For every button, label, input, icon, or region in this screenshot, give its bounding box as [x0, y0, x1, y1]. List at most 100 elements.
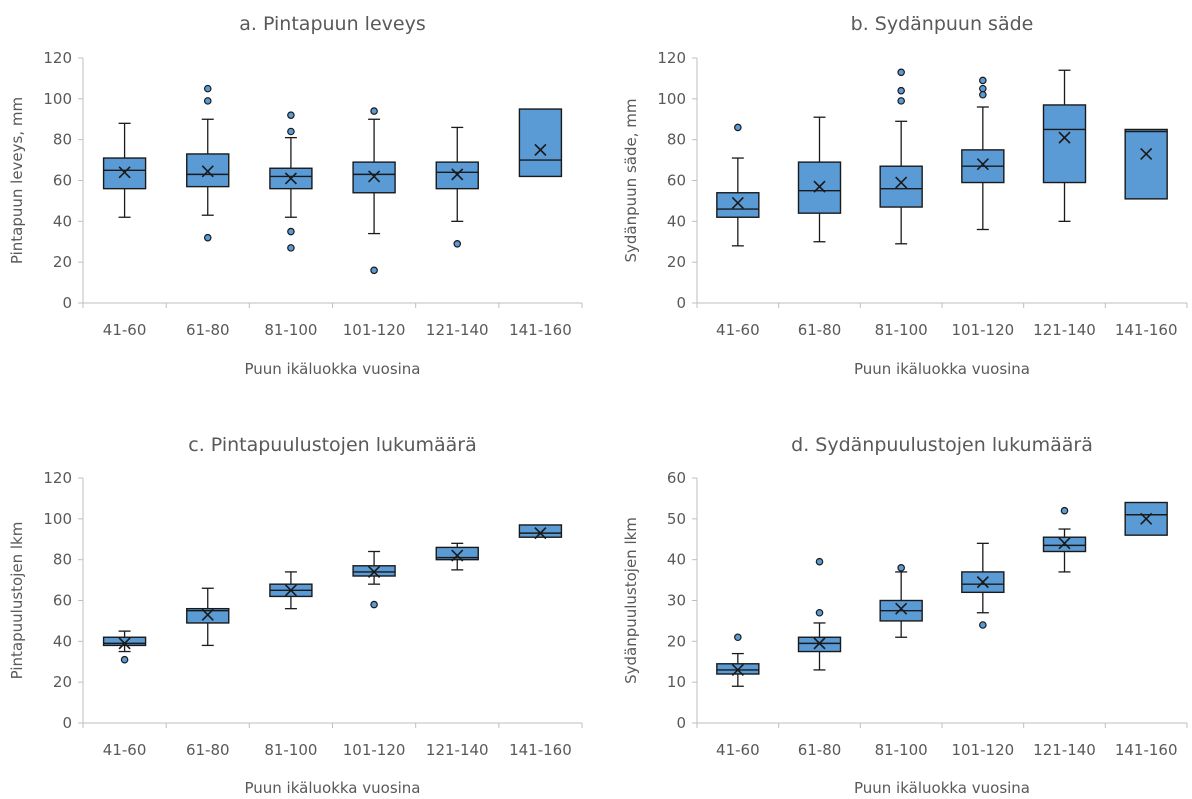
outlier-point: [979, 90, 987, 99]
box-101-120: [961, 76, 1005, 231]
x-tick-label: 41-60: [716, 741, 760, 759]
y-tick-label: 30: [667, 592, 686, 610]
x-axis-title: Puun ikäluokka vuosina: [854, 360, 1030, 378]
mean-marker: [976, 576, 989, 589]
box-61-80: [797, 557, 842, 671]
mean-marker: [451, 549, 464, 562]
outlier-point: [203, 233, 212, 242]
y-tick-label: 100: [657, 90, 686, 108]
outlier-point: [370, 107, 378, 115]
mean-marker: [813, 180, 826, 193]
x-tick-label: 61-80: [186, 321, 230, 339]
y-tick-label: 40: [53, 632, 72, 650]
mean-marker: [731, 663, 744, 676]
box-121-140: [1042, 69, 1087, 222]
x-tick-label: 121-140: [1033, 741, 1096, 759]
y-tick-label: 40: [667, 212, 686, 230]
y-tick-label: 10: [667, 673, 686, 691]
outlier-point: [287, 127, 295, 136]
box-81-100: [269, 571, 313, 610]
box-81-100: [879, 564, 923, 638]
box-121-140: [435, 126, 479, 248]
chart-panel-2: b. Sydänpuun säde 0 20 40 60 80 100 120 41-60 61-…: [622, 13, 1188, 378]
x-tick-label: 121-140: [426, 321, 489, 339]
y-tick-label: 20: [667, 253, 686, 271]
outlier-point: [287, 227, 295, 236]
box-101-120: [352, 550, 396, 609]
box-81-100: [269, 111, 313, 252]
x-tick-label: 61-80: [798, 741, 842, 759]
x-axis-title: Puun ikäluokka vuosina: [854, 779, 1030, 797]
box-41-60: [716, 123, 760, 247]
box-141-160: [518, 524, 563, 540]
x-tick-label: 41-60: [103, 321, 147, 339]
x-tick-label: 41-60: [716, 321, 760, 339]
box-iqr: [518, 524, 563, 538]
mean-marker: [201, 608, 214, 621]
box-41-60: [102, 630, 147, 664]
outlier-point: [815, 557, 824, 566]
y-tick-label: 0: [62, 714, 72, 732]
y-tick-label: 60: [53, 592, 72, 610]
outlier-point: [287, 111, 295, 119]
mean-marker: [534, 143, 547, 156]
box-141-160: [1124, 128, 1168, 200]
outlier-point: [370, 600, 378, 609]
box-101-120: [352, 107, 396, 275]
outlier-point: [734, 633, 742, 642]
box-iqr: [102, 636, 147, 647]
x-tick-label: 101-120: [951, 741, 1014, 759]
outlier-point: [203, 84, 212, 93]
x-tick-label: 81-100: [875, 741, 928, 759]
mean-marker: [731, 196, 744, 210]
x-tick-label: 141-160: [1115, 741, 1178, 759]
x-tick-label: 41-60: [103, 741, 147, 759]
box-iqr: [518, 108, 563, 178]
mean-marker: [1058, 131, 1071, 144]
chart-title: d. Sydänpuulustojen lukumäärä: [791, 434, 1093, 456]
x-axis-title: Puun ikäluokka vuosina: [244, 779, 420, 797]
mean-marker: [284, 172, 297, 185]
y-tick-label: 60: [53, 172, 72, 190]
chart-panel-1: a. Pintapuun leveys 0 20 40 60 80 100 120 41-60 6…: [8, 13, 583, 378]
mean-marker: [201, 165, 214, 178]
y-tick-label: 20: [53, 253, 72, 271]
outlier-point: [979, 621, 987, 629]
mean-marker: [451, 168, 464, 181]
box-101-120: [961, 542, 1005, 629]
chart-title: b. Sydänpuun säde: [851, 13, 1034, 35]
y-axis-title: Pintapuulustojen lkm: [8, 522, 26, 680]
mean-marker: [895, 602, 908, 615]
y-tick-label: 40: [667, 551, 686, 569]
outlier-point: [287, 244, 295, 252]
chart-title: c. Pintapuulustojen lukumäärä: [188, 434, 477, 456]
y-axis-title: Sydänpuun säde, mm: [622, 99, 640, 263]
box-61-80: [186, 587, 230, 647]
y-tick-label: 100: [43, 510, 72, 528]
outlier-point: [979, 76, 987, 85]
outlier-point: [120, 655, 129, 664]
mean-marker: [284, 584, 297, 597]
box-61-80: [186, 84, 230, 242]
box-141-160: [518, 108, 563, 178]
x-tick-label: 101-120: [951, 321, 1014, 339]
mean-marker: [118, 166, 131, 179]
y-tick-label: 100: [43, 90, 72, 108]
y-tick-label: 0: [676, 294, 686, 312]
y-tick-label: 0: [676, 714, 686, 732]
box-iqr: [1124, 128, 1168, 200]
y-tick-label: 80: [667, 131, 686, 149]
x-tick-label: 101-120: [343, 321, 406, 339]
mean-marker: [976, 158, 989, 171]
y-tick-label: 20: [53, 673, 72, 691]
box-iqr: [716, 192, 760, 218]
y-tick-label: 0: [62, 294, 72, 312]
y-tick-label: 80: [53, 551, 72, 569]
outlier-point: [897, 564, 905, 572]
y-tick-label: 120: [657, 49, 686, 67]
outlier-point: [979, 84, 987, 93]
box-41-60: [102, 122, 147, 218]
mean-marker: [813, 637, 826, 650]
